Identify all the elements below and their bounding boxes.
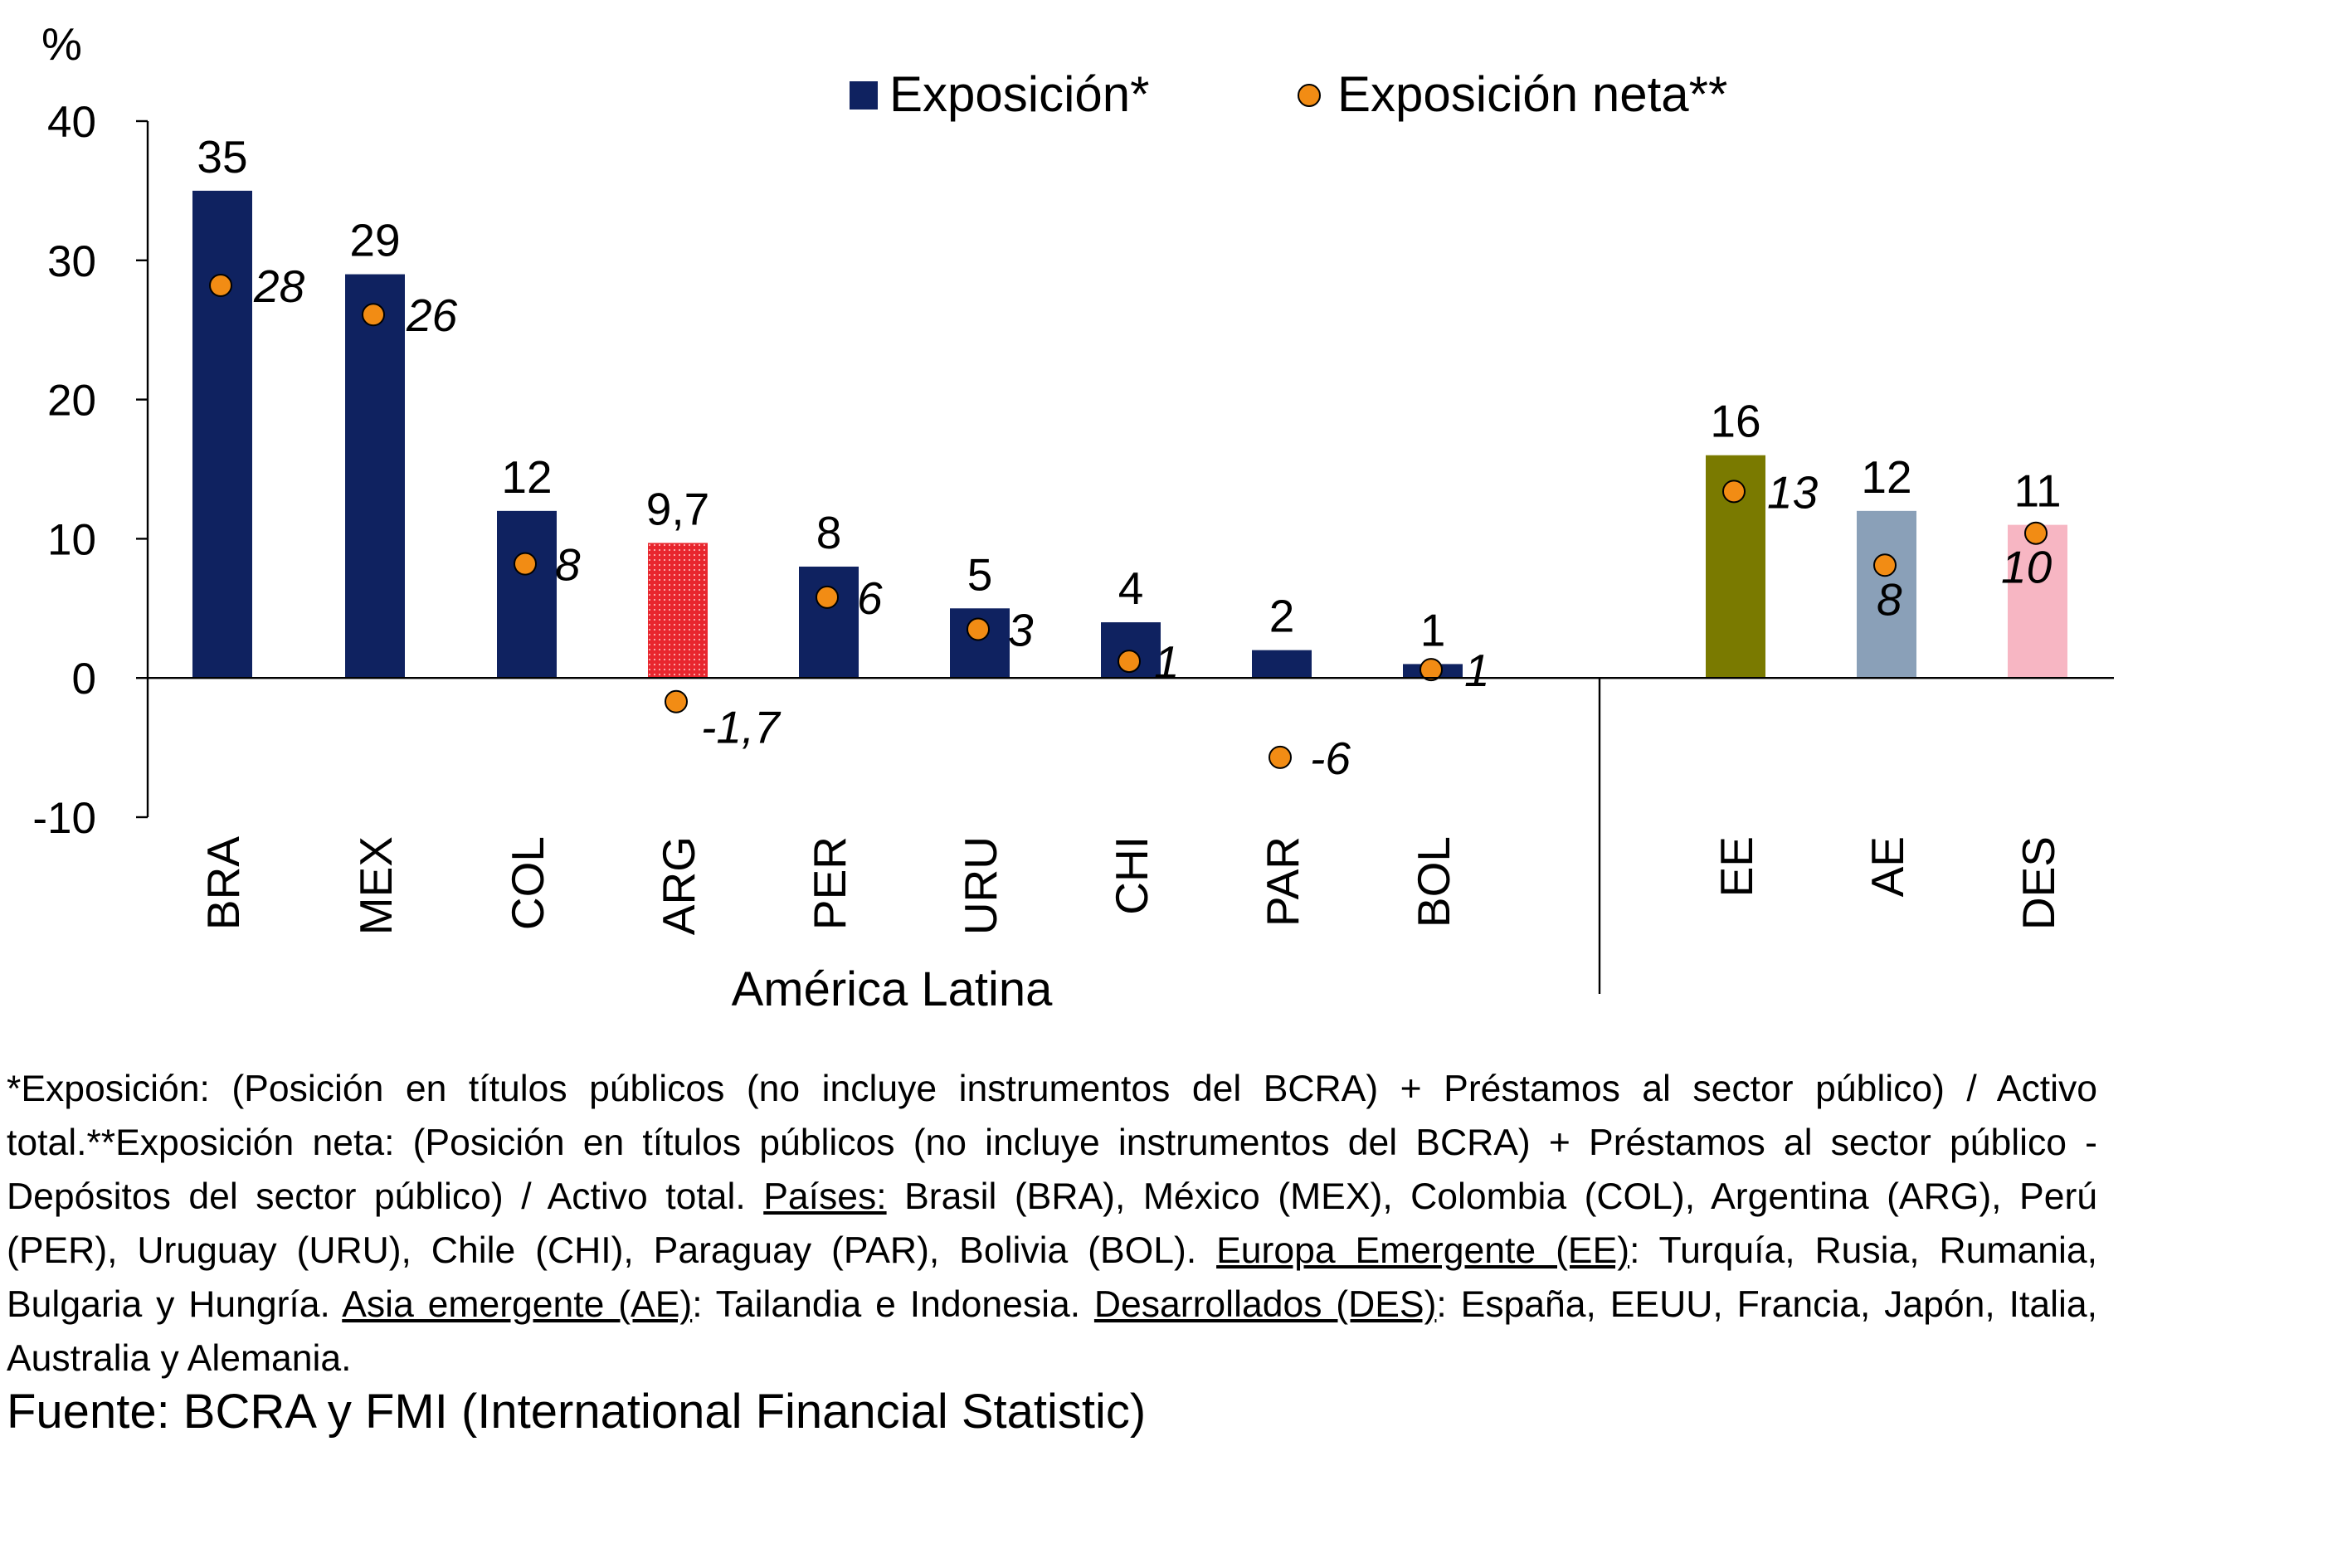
bar-bra (192, 190, 252, 679)
notes-des-label: Desarrollados (DES) (1093, 1284, 1437, 1325)
bar-mex (345, 274, 405, 679)
bar-value-label: 2 (1269, 591, 1295, 642)
y-tick-label: -10 (32, 794, 96, 843)
net-point-uru (967, 617, 990, 641)
net-point-bra (209, 274, 232, 298)
bar-value-label: 9,7 (646, 483, 709, 534)
notes-paises-label: Países: (763, 1176, 887, 1217)
y-tick-label: 20 (47, 377, 96, 426)
net-exposure-points (209, 274, 2048, 769)
notes-ee-text: : Turquía, Rusia, Rumania, Bulgaria y Hu… (7, 1230, 2097, 1325)
net-point-ee (1722, 480, 1746, 504)
bar-ae (1857, 510, 1916, 679)
x-category-label: COL (502, 836, 553, 930)
bar-par (1252, 650, 1312, 679)
chart: % Exposición* Exposición neta** -10 0 10 20… (32, 18, 2114, 1016)
y-tick-label: 0 (72, 655, 96, 704)
legend-swatch-exposicion (850, 81, 878, 110)
x-category-label: URU (955, 836, 1006, 935)
bar-value-labels: 35 29 12 9,7 8 5 4 2 1 16 12 11 (197, 131, 2061, 656)
net-value-label: 1 (1154, 636, 1180, 688)
y-tick-label: 10 (47, 515, 96, 564)
legend: Exposición* Exposición neta** (850, 66, 1727, 122)
net-value-label: 8 (555, 539, 581, 591)
bar-value-label: 29 (349, 215, 400, 266)
bar-value-label: 4 (1118, 562, 1144, 614)
x-category-label: EE (1711, 836, 1762, 897)
bar-value-label: 1 (1420, 604, 1446, 655)
x-category-label: BOL (1408, 836, 1459, 928)
x-category-label: DES (2013, 836, 2064, 930)
notes-ee-label: Europa Emergente (EE) (1216, 1230, 1630, 1271)
bar-arg (648, 543, 708, 679)
net-value-label: 26 (406, 290, 458, 341)
net-point-per (816, 585, 839, 609)
notes-des-text: : España, EEUU, Francia, Japón, Italia, … (7, 1284, 2097, 1379)
net-point-arg (665, 689, 688, 713)
bar-value-label: 35 (197, 131, 247, 183)
notes-definitions: *Exposición: (Posición en títulos públic… (7, 1069, 2097, 1217)
net-value-label: 3 (1008, 604, 1034, 655)
bar-value-label: 12 (1861, 451, 1911, 503)
x-axis: BRA MEX COL ARG PER URU CHI PAR BOL EE AE DES (148, 677, 2114, 935)
bar-value-label: 8 (816, 507, 842, 558)
net-point-ae (1873, 553, 1897, 577)
x-category-label: BRA (197, 836, 249, 930)
y-axis: -10 0 10 20 30 40 (32, 98, 149, 843)
x-category-label: ARG (653, 836, 704, 935)
chart-notes: *Exposición: (Posición en títulos públic… (7, 1062, 2097, 1385)
net-value-label: 8 (1877, 573, 1902, 625)
net-value-label: 13 (1767, 466, 1819, 518)
x-category-label: CHI (1106, 836, 1157, 915)
legend-label-exposicion: Exposición* (889, 66, 1150, 122)
y-unit-label: % (41, 18, 82, 70)
net-point-des (2024, 521, 2048, 545)
bar-value-label: 16 (1710, 396, 1760, 447)
net-point-bol (1419, 658, 1443, 682)
net-point-mex (362, 303, 385, 327)
net-point-chi (1118, 650, 1141, 674)
net-point-par (1269, 745, 1292, 769)
net-value-label: 1 (1464, 645, 1490, 696)
bar-value-label: 12 (501, 451, 552, 503)
y-tick-label: 40 (47, 98, 96, 147)
bar-per (799, 566, 859, 679)
bar-value-label: 11 (2014, 465, 2061, 517)
x-category-label: MEX (350, 836, 402, 935)
notes-ae-text: : Tailandia e Indonesia. (692, 1284, 1094, 1325)
notes-paises-text: Brasil (BRA), México (MEX), Colombia (CO… (7, 1176, 2098, 1271)
legend-marker-exposicion-neta (1298, 84, 1321, 107)
net-value-label: -1,7 (701, 702, 782, 753)
net-value-label: 6 (857, 572, 883, 624)
net-point-col (514, 552, 537, 576)
y-tick-label: 30 (47, 237, 96, 286)
net-value-label: 28 (253, 261, 305, 312)
legend-label-exposicion-neta: Exposición neta** (1337, 66, 1727, 122)
net-value-label: -6 (1310, 733, 1351, 784)
x-category-label: PAR (1257, 836, 1308, 927)
notes-ae-label: Asia emergente (AE) (342, 1284, 693, 1325)
bar-des (2008, 524, 2067, 679)
bar-value-label: 5 (967, 548, 993, 600)
bar-col (497, 510, 557, 679)
x-category-label: PER (804, 836, 855, 930)
x-category-label: AE (1862, 836, 1913, 897)
group-label-america-latina: América Latina (732, 962, 1054, 1016)
net-value-label: 10 (2001, 542, 2053, 593)
bars (192, 190, 2067, 679)
source-note: Fuente: BCRA y FMI (International Financ… (7, 1385, 1147, 1439)
